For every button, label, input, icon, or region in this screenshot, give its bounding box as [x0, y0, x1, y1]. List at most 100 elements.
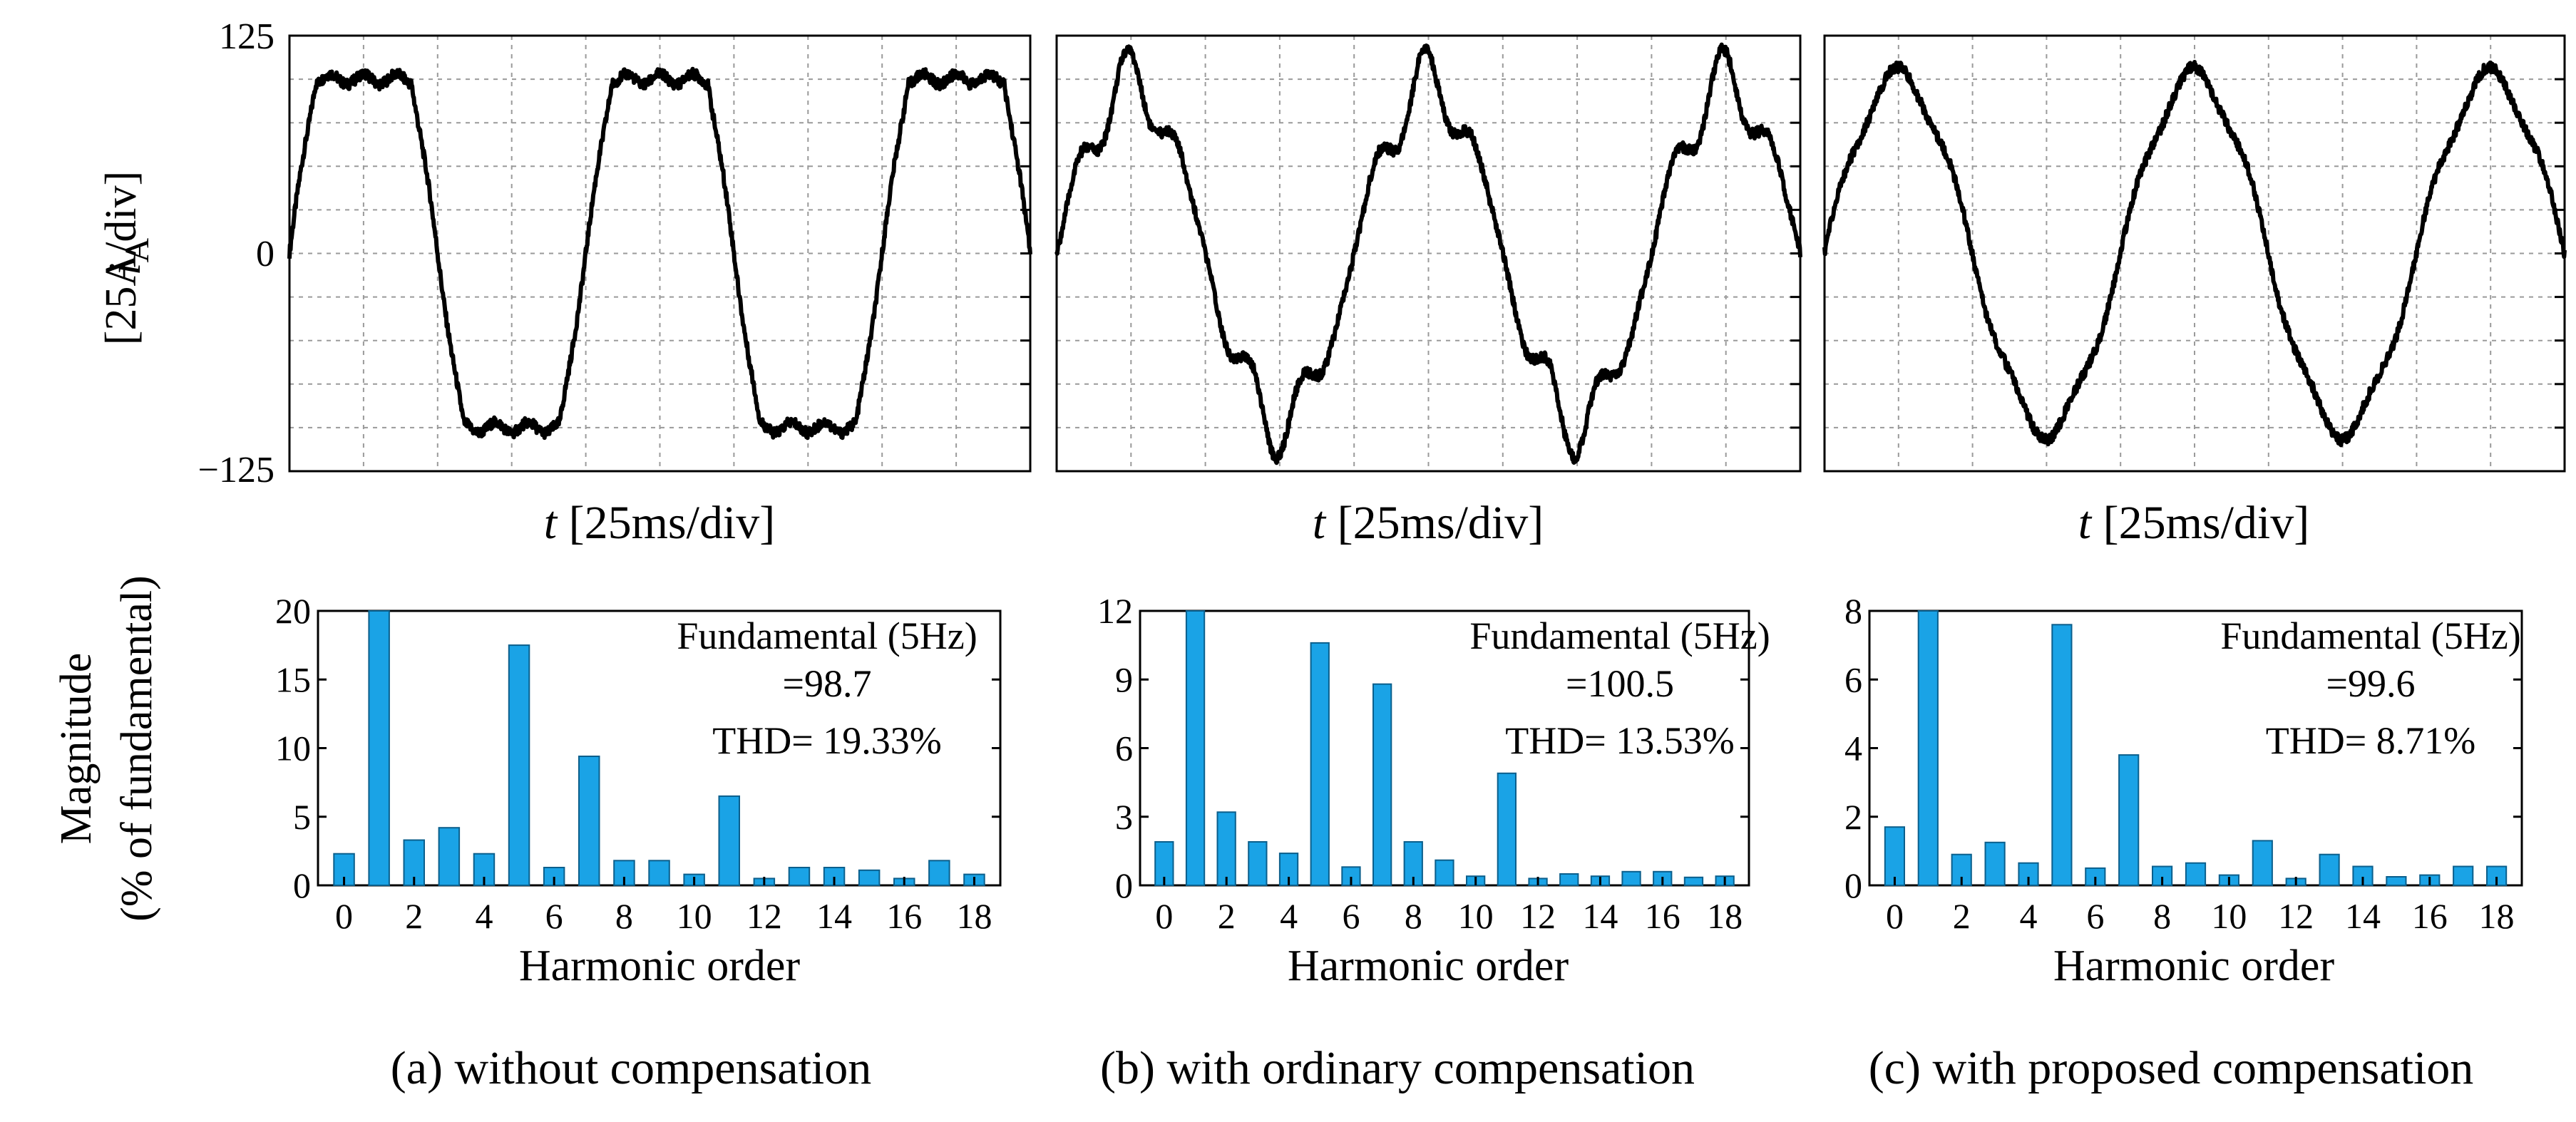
- xtick-label: 2: [405, 896, 423, 936]
- ytick-label: 20: [275, 591, 311, 631]
- xtick-label: 14: [816, 896, 852, 936]
- time-unit: [25ms/div]: [569, 497, 776, 549]
- xtick-label: 6: [545, 896, 563, 936]
- harmonic-bar: [1559, 873, 1579, 886]
- harmonic-bar: [1621, 870, 1641, 887]
- harmonic-bar: [578, 756, 600, 886]
- xtick-label: 12: [2278, 896, 2314, 936]
- xlabel-harmonic-c: Harmonic order: [2053, 942, 2335, 990]
- harmonic-bar: [788, 867, 811, 886]
- harmonic-bar: [648, 860, 670, 886]
- harmonic-ylabel-line1: Magnitude: [52, 653, 101, 845]
- harmonic-bar: [1372, 683, 1392, 886]
- xlabel-harmonic-b: Harmonic order: [1288, 942, 1569, 990]
- xtick-label: 16: [886, 896, 922, 936]
- svg-text:t [25ms/div]: t [25ms/div]: [2078, 497, 2310, 549]
- harmonic-bar: [858, 869, 881, 887]
- ytick-label: 15: [275, 659, 311, 699]
- time-symbol: t: [1313, 497, 1327, 549]
- waveform-ylabel-symbol: i: [99, 262, 150, 275]
- time-symbol: t: [2078, 497, 2093, 549]
- ytick-label: 9: [1115, 659, 1133, 699]
- waveform-trace: [1054, 42, 1802, 465]
- xtick-label: 0: [335, 896, 353, 936]
- xtick-label: 16: [2412, 896, 2448, 936]
- harmonic-bar: [1435, 859, 1454, 886]
- ytick-label: 6: [1115, 729, 1133, 768]
- harmonic-bar: [2051, 624, 2073, 887]
- xtick-label: 10: [2211, 896, 2247, 936]
- xtick-label: 10: [677, 896, 712, 936]
- waveform-ylabel-subscript: A: [118, 237, 156, 262]
- xtick-label: 10: [1458, 896, 1494, 936]
- ytick-minus125: −125: [198, 450, 274, 490]
- harmonic-bar: [1216, 811, 1236, 887]
- xtick-label: 18: [2479, 896, 2515, 936]
- waveform-yticks: 125 0 −125: [198, 16, 274, 490]
- harmonic-bar: [1310, 642, 1330, 887]
- harmonic-ylabel: Magnitude (% of fundamental): [52, 575, 161, 921]
- waveform-trace: [1822, 60, 2567, 448]
- harmonic-bar: [2453, 865, 2474, 886]
- xtick-label: 4: [1280, 896, 1298, 936]
- harmonic-bar: [2386, 876, 2407, 886]
- xtick-label: 4: [2020, 896, 2038, 936]
- harmonic-bar: [1884, 826, 1906, 886]
- harmonic-chart-a: 20 15 10 5 00 2 4 6 8 10 12 14 16 18 Fundamental (5Hz)…: [275, 591, 1002, 936]
- time-unit: [25ms/div]: [1338, 497, 1544, 549]
- annotation-fundamental-value: =99.6: [2326, 662, 2416, 705]
- waveform-ylabel: iA [25A/div]: [97, 171, 156, 346]
- xtick-label: 14: [2345, 896, 2381, 936]
- harmonic-bar: [2352, 865, 2374, 886]
- harmonic-chart-b: 12 9 6 3 00 2 4 6 8 10 12 14 16 18 Fundamental (5Hz) =1…: [1097, 591, 1770, 936]
- time-label-a: t [25ms/div]: [544, 497, 776, 549]
- annotation-fundamental: Fundamental (5Hz): [677, 614, 977, 657]
- xtick-label: 8: [2153, 896, 2171, 936]
- xtick-label: 2: [1218, 896, 1236, 936]
- harmonic-bar: [2118, 754, 2140, 886]
- waveform-ylabel-unit: [25A/div]: [97, 171, 145, 346]
- svg-text:iA: iA: [99, 237, 156, 275]
- xtick-label: 4: [475, 896, 493, 936]
- annotation-thd: THD= 19.33%: [712, 719, 941, 762]
- waveform-panel-c: [1822, 34, 2567, 473]
- xtick-label: 12: [1520, 896, 1556, 936]
- waveform-panel-a: [287, 34, 1032, 473]
- harmonic-bar: [1248, 841, 1268, 886]
- xtick-label: 12: [746, 896, 782, 936]
- harmonic-chart-c: 8 6 4 2 00 2 4 6 8 10 12 14 16 18 Fundamental (5Hz) =99…: [1844, 591, 2523, 936]
- annotation-thd: THD= 8.71%: [2266, 719, 2475, 762]
- harmonic-bar: [2319, 853, 2340, 886]
- ytick-0: 0: [256, 234, 274, 274]
- harmonic-bar: [2185, 862, 2207, 886]
- ytick-label: 0: [293, 865, 311, 905]
- xtick-label: 0: [1155, 896, 1173, 936]
- ytick-label: 10: [275, 729, 311, 768]
- harmonic-bar: [2152, 865, 2173, 886]
- annotation-fundamental-value: =100.5: [1566, 662, 1674, 705]
- caption-c: (c) with proposed compensation: [1869, 1042, 2474, 1094]
- ytick-label: 4: [1844, 729, 1862, 768]
- xlabel-harmonic-a: Harmonic order: [519, 942, 801, 990]
- harmonic-bar: [613, 860, 635, 886]
- harmonic-bar: [928, 860, 950, 886]
- waveform-trace: [287, 66, 1032, 441]
- xtick-label: 6: [2086, 896, 2104, 936]
- annotation-fundamental: Fundamental (5Hz): [2220, 614, 2520, 657]
- ytick-label: 0: [1844, 865, 1862, 905]
- harmonic-bar: [1683, 876, 1704, 887]
- harmonic-bar: [508, 644, 530, 886]
- xtick-label: 16: [1645, 896, 1680, 936]
- ytick-label: 12: [1097, 591, 1133, 631]
- harmonic-bar: [368, 610, 390, 886]
- ytick-125: 125: [219, 16, 274, 57]
- harmonic-ylabel-line2: (% of fundamental): [113, 575, 161, 921]
- ytick-label: 0: [1115, 865, 1133, 905]
- ytick-label: 6: [1844, 659, 1862, 699]
- caption-b: (b) with ordinary compensation: [1100, 1042, 1695, 1094]
- xtick-label: 18: [1707, 896, 1743, 936]
- annotation-thd: THD= 13.53%: [1505, 719, 1734, 762]
- ytick-label: 8: [1844, 591, 1862, 631]
- caption-a: (a) without compensation: [391, 1042, 872, 1094]
